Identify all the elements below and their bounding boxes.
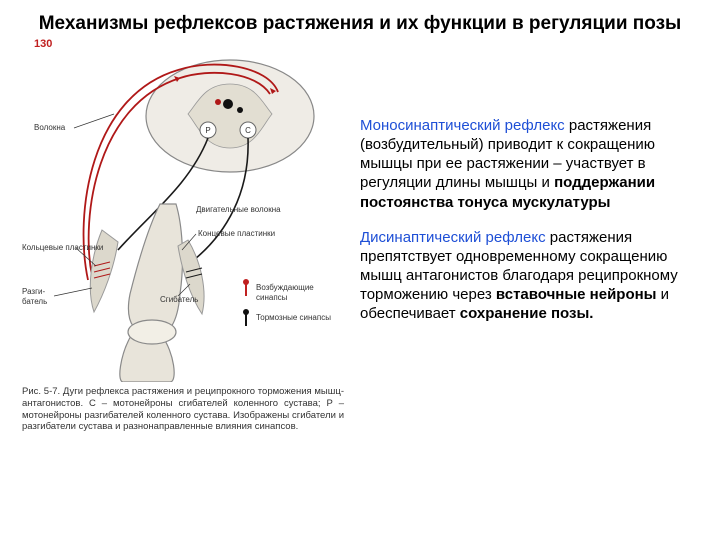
label-fibers: Волокна [34,123,66,132]
spinal-cord: Р С [146,60,314,172]
excitatory-synapse-icon [215,99,221,105]
legend: Возбуждающие синапсы Тормозные синапсы [243,279,331,326]
figure-caption: Рис. 5-7. Дуги рефлекса растяжения и рец… [20,386,350,434]
svg-text:батель: батель [22,297,47,306]
label-flexor: Сгибатель [160,295,198,304]
right-column: Моносинаптический рефлекс растяжения (во… [360,44,700,492]
diagram-svg: Р С [20,44,350,382]
left-column: 130 Р С [20,44,350,492]
svg-text:синапсы: синапсы [256,293,288,302]
neuron-p-label: Р [205,126,210,135]
para2-emphasis1: вставочные нейроны [496,286,657,303]
paragraph-disynaptic: Дисинаптический рефлекс растяжения препя… [360,228,696,324]
label-end-plates: Концевые пластинки [198,229,275,238]
inhibitory-synapse-icon [237,107,243,113]
label-motor-fibers: Двигательные волокна [196,205,281,214]
reflex-arc-diagram: Р С [20,44,350,382]
term-monosynaptic: Моносинаптический рефлекс [360,117,565,134]
content-row: 130 Р С [20,44,700,492]
label-extensor: Разги- [22,287,45,296]
para2-emphasis2: сохранение позы. [460,305,594,322]
paragraph-monosynaptic: Моносинаптический рефлекс растяжения (во… [360,116,696,212]
neuron-s-label: С [245,126,251,135]
legend-inhibitory: Тормозные синапсы [256,313,331,322]
legend-excitatory: Возбуждающие [256,283,314,292]
term-disynaptic: Дисинаптический рефлекс [360,229,546,246]
slide-title: Механизмы рефлексов растяжения и их функ… [20,12,700,36]
knee-joint [120,204,183,382]
label-ring-plates: Кольцевые пластинки [22,243,103,252]
